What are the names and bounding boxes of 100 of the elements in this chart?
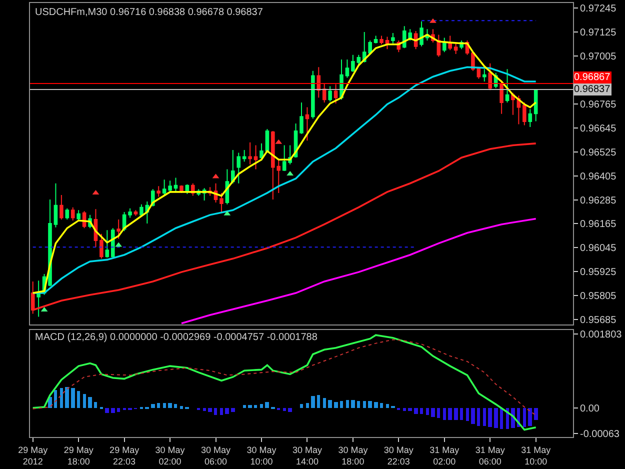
bar bbox=[420, 408, 423, 414]
candlestick bbox=[334, 84, 338, 104]
chart-title: MACD (12,26,9) 0.0000000 -0.0002969 -0.0004757 -0.0001788 bbox=[35, 332, 318, 343]
candlestick bbox=[385, 36, 390, 50]
bar bbox=[260, 404, 263, 408]
x-tick-label: 30 May 18:00 bbox=[338, 444, 368, 466]
bar bbox=[488, 408, 492, 427]
bar bbox=[380, 402, 383, 408]
candlestick bbox=[522, 102, 526, 126]
bar bbox=[357, 400, 360, 408]
candlestick bbox=[110, 228, 115, 258]
bar bbox=[408, 408, 412, 411]
bar bbox=[214, 408, 217, 415]
bar bbox=[460, 408, 463, 420]
y-tick-label: 0.97005 bbox=[580, 51, 617, 62]
candlestick bbox=[391, 32, 395, 44]
candlestick bbox=[174, 177, 178, 192]
bar bbox=[483, 408, 486, 426]
bar bbox=[203, 408, 206, 411]
candlestick bbox=[345, 59, 350, 78]
bar bbox=[334, 402, 338, 408]
y-tick-label: 0.97125 bbox=[580, 27, 617, 38]
candlestick bbox=[156, 186, 161, 198]
candlestick bbox=[236, 152, 241, 184]
candlestick bbox=[316, 66, 321, 98]
candlestick bbox=[180, 184, 184, 194]
bar bbox=[500, 408, 503, 429]
bar bbox=[311, 396, 315, 408]
candlestick bbox=[534, 88, 538, 122]
bar bbox=[174, 404, 177, 408]
bar bbox=[414, 408, 418, 414]
candlestick bbox=[260, 142, 264, 162]
bar bbox=[300, 404, 303, 408]
ref-line-label: 0.96867 bbox=[574, 72, 611, 83]
candlestick bbox=[442, 37, 446, 53]
bar bbox=[283, 408, 286, 411]
x-tick-label: 31 May 02:00 bbox=[430, 444, 460, 466]
line-series bbox=[180, 218, 537, 324]
candlestick bbox=[76, 210, 80, 222]
bar bbox=[466, 408, 469, 421]
candlestick bbox=[488, 62, 492, 91]
candlestick bbox=[300, 102, 304, 134]
bar bbox=[231, 408, 235, 412]
bar bbox=[265, 402, 269, 408]
x-tick-label: 30 May 06:00 bbox=[201, 444, 232, 466]
bar bbox=[454, 408, 458, 420]
bar bbox=[437, 408, 440, 418]
candlestick bbox=[305, 106, 310, 142]
bar bbox=[83, 394, 86, 408]
bar bbox=[374, 402, 378, 408]
candlestick bbox=[454, 42, 458, 54]
y-tick-label: -0.00063 bbox=[580, 429, 620, 440]
x-tick-label: 29 May 22:03 bbox=[110, 444, 140, 466]
candlestick bbox=[54, 182, 58, 228]
bar bbox=[323, 398, 326, 408]
bar bbox=[151, 404, 155, 408]
candlestick bbox=[105, 230, 110, 258]
chart-title: USDCHFm,M30 0.96716 0.96838 0.96678 0.96837 bbox=[35, 7, 264, 18]
y-tick-label: 0.001803 bbox=[580, 330, 622, 341]
bar bbox=[54, 390, 57, 408]
candlestick bbox=[140, 204, 144, 218]
y-tick-label: 0.96405 bbox=[580, 171, 617, 182]
candlestick bbox=[380, 35, 384, 45]
y-tick-label: 0.96525 bbox=[580, 147, 617, 158]
ref-line-label: 0.96837 bbox=[574, 84, 611, 95]
y-tick-label: 0.95925 bbox=[580, 267, 617, 278]
y-tick-label: 0.00 bbox=[580, 403, 600, 414]
bar bbox=[60, 388, 63, 408]
y-tick-label: 0.97245 bbox=[580, 3, 617, 14]
bar bbox=[306, 402, 309, 408]
y-tick-label: 0.95685 bbox=[580, 315, 617, 326]
bar bbox=[363, 400, 366, 408]
bar bbox=[523, 408, 526, 427]
candlestick bbox=[356, 54, 361, 66]
x-tick-label: 30 May 02:00 bbox=[155, 444, 186, 466]
candlestick bbox=[248, 142, 252, 165]
bar bbox=[111, 408, 115, 413]
bar bbox=[403, 408, 406, 411]
y-tick-label: 0.96165 bbox=[580, 219, 617, 230]
candlestick bbox=[60, 194, 64, 220]
bar bbox=[340, 400, 343, 408]
bar bbox=[528, 408, 532, 426]
x-tick-label: 30 May 22:03 bbox=[384, 444, 414, 466]
candlestick bbox=[528, 108, 532, 128]
x-tick-label: 29 May 2012 bbox=[18, 444, 48, 466]
candlestick bbox=[128, 208, 132, 218]
x-tick-label: 29 May 18:00 bbox=[64, 444, 94, 466]
bar bbox=[534, 408, 538, 420]
candlestick bbox=[482, 68, 486, 82]
candlestick bbox=[311, 70, 315, 120]
bar bbox=[243, 404, 246, 408]
candlestick bbox=[100, 233, 104, 260]
candlestick bbox=[374, 35, 378, 44]
x-tick-label: 31 May 10:00 bbox=[521, 444, 552, 466]
y-tick-label: 0.96045 bbox=[580, 243, 617, 254]
bar bbox=[225, 408, 229, 414]
bar bbox=[351, 400, 355, 408]
y-tick-label: 0.96765 bbox=[580, 99, 617, 110]
bar bbox=[431, 408, 435, 417]
candlestick bbox=[322, 82, 326, 103]
